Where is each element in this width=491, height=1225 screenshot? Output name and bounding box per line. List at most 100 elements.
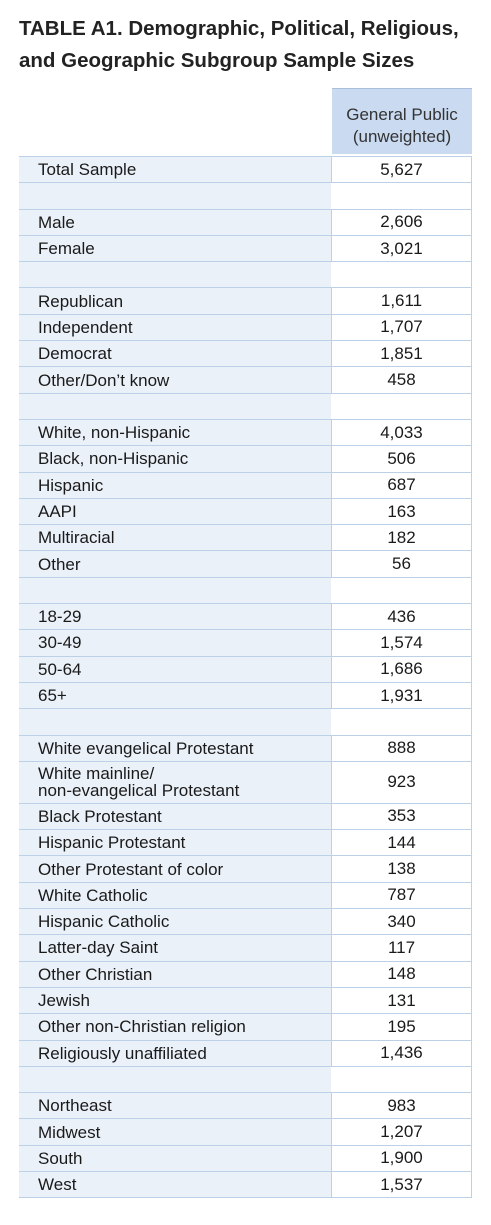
row-label-text: Male: [38, 212, 75, 232]
row-label: Black Protestant: [19, 803, 331, 830]
table-body: Total Sample 5,627 Male 2,606 Female 3,021 Rep…: [19, 156, 472, 1199]
row-label-text: Female: [38, 239, 95, 259]
row-label: Midwest: [19, 1119, 331, 1145]
row-value: 182: [331, 525, 472, 551]
table-row: AAPI 163: [19, 498, 472, 526]
row-label-text: Midwest: [38, 1122, 101, 1142]
spacer-label-cell: [19, 262, 331, 288]
table-row: Jewish 131: [19, 987, 472, 1015]
row-label-text: West: [38, 1175, 77, 1195]
row-label-text: Latter-day Saint: [38, 938, 159, 958]
table-row: White Catholic 787: [19, 882, 472, 910]
row-label-text: Other/Don’t know: [38, 370, 170, 390]
table-row: White evangelical Protestant 888: [19, 735, 472, 762]
table-row: Other Protestant of color 138: [19, 856, 472, 883]
row-label: Latter-day Saint: [19, 935, 331, 961]
row-label: West: [19, 1171, 331, 1198]
spacer-value-cell: [331, 393, 472, 419]
row-value: 1,537: [331, 1171, 472, 1198]
row-value: 506: [331, 446, 472, 472]
row-value: 1,611: [331, 288, 472, 314]
row-value: 3,021: [331, 235, 472, 262]
row-value: 1,207: [331, 1119, 472, 1145]
row-label-text: Northeast: [38, 1096, 112, 1116]
row-label-text: White, non-Hispanic: [38, 423, 191, 443]
spacer-value-cell: [331, 577, 472, 604]
row-label: Other non-Christian religion: [19, 1014, 331, 1040]
row-label: Male: [19, 209, 331, 235]
table-row: Hispanic 687: [19, 472, 472, 499]
spacer-label-cell: [19, 709, 331, 735]
row-value: 148: [331, 961, 472, 987]
row-value: 56: [331, 551, 472, 577]
row-value: 1,707: [331, 314, 472, 341]
row-value: 687: [331, 472, 472, 498]
column-header-general-public: General Public (unweighted): [332, 88, 472, 154]
row-label: 30-49: [19, 630, 331, 656]
table-row: South 1,900: [19, 1145, 472, 1172]
row-value: 923: [331, 761, 472, 803]
row-label: Multiracial: [19, 525, 331, 551]
row-label-text: 30-49: [38, 633, 82, 653]
table-row: Religiously unaffiliated 1,436: [19, 1040, 472, 1067]
row-value: 2,606: [331, 209, 472, 235]
spacer-label-cell: [19, 183, 331, 209]
column-header-line2: (unweighted): [352, 126, 452, 146]
row-label: Northeast: [19, 1093, 331, 1119]
row-label-text: White mainline/: [38, 764, 155, 784]
spacer-value-cell: [331, 183, 472, 209]
row-label-text: Jewish: [38, 991, 90, 1011]
row-value: 195: [331, 1014, 472, 1040]
row-label-text: Other: [38, 554, 81, 574]
row-label: Democrat: [19, 341, 331, 367]
row-label-text: 18-29: [38, 607, 82, 627]
row-value: 1,900: [331, 1145, 472, 1171]
row-label: White evangelical Protestant: [19, 735, 331, 761]
row-label-text: Total Sample: [38, 160, 137, 180]
row-label-text: Black, non-Hispanic: [38, 449, 189, 469]
row-label-text: Other Christian: [38, 964, 153, 984]
row-value: 787: [331, 882, 472, 909]
table-row: Democrat 1,851: [19, 341, 472, 368]
spacer-label-cell: [19, 1066, 331, 1093]
table-row: 65+ 1,931: [19, 682, 472, 710]
table-row: White, non-Hispanic 4,033: [19, 419, 472, 447]
row-label-text: Hispanic: [38, 475, 104, 495]
row-value: 1,851: [331, 341, 472, 367]
row-label: 65+: [19, 682, 331, 709]
table-row: Northeast 983: [19, 1093, 472, 1120]
row-label: Other: [19, 551, 331, 577]
row-label-text: Hispanic Catholic: [38, 912, 170, 932]
table-spacer-row: [19, 262, 472, 289]
spacer-value-cell: [331, 709, 472, 735]
row-value: 436: [331, 604, 472, 630]
table-row: Midwest 1,207: [19, 1119, 472, 1146]
row-label: Independent: [19, 314, 331, 341]
row-value: 4,033: [331, 419, 472, 446]
row-label-text-line2: non-evangelical Protestant: [38, 781, 240, 801]
row-value: 163: [331, 498, 472, 525]
row-label: White, non-Hispanic: [19, 419, 331, 446]
table-row: Latter-day Saint 117: [19, 935, 472, 962]
row-value: 144: [331, 830, 472, 856]
table-title: TABLE A1. Demographic, Political, Religi…: [19, 17, 459, 72]
table-row: Multiracial 182: [19, 525, 472, 552]
spacer-value-cell: [331, 262, 472, 288]
row-label: South: [19, 1145, 331, 1171]
row-label-text: Religiously unaffiliated: [38, 1043, 207, 1063]
table-row: 30-49 1,574: [19, 630, 472, 657]
table-row: Independent 1,707: [19, 314, 472, 342]
row-value: 340: [331, 909, 472, 935]
row-label-text: Black Protestant: [38, 806, 162, 826]
table-row: Republican 1,611: [19, 288, 472, 315]
column-header-line1: General Public: [346, 104, 458, 124]
table-row: Black, non-Hispanic 506: [19, 446, 472, 473]
table-row: Hispanic Protestant 144: [19, 830, 472, 857]
table-row: 18-29 436: [19, 604, 472, 631]
row-label: 18-29: [19, 604, 331, 630]
row-label-text: Independent: [38, 317, 133, 337]
spacer-label-cell: [19, 577, 331, 604]
row-label: Female: [19, 235, 331, 262]
table-row: Total Sample 5,627: [19, 157, 472, 184]
table-row: Male 2,606: [19, 209, 472, 236]
